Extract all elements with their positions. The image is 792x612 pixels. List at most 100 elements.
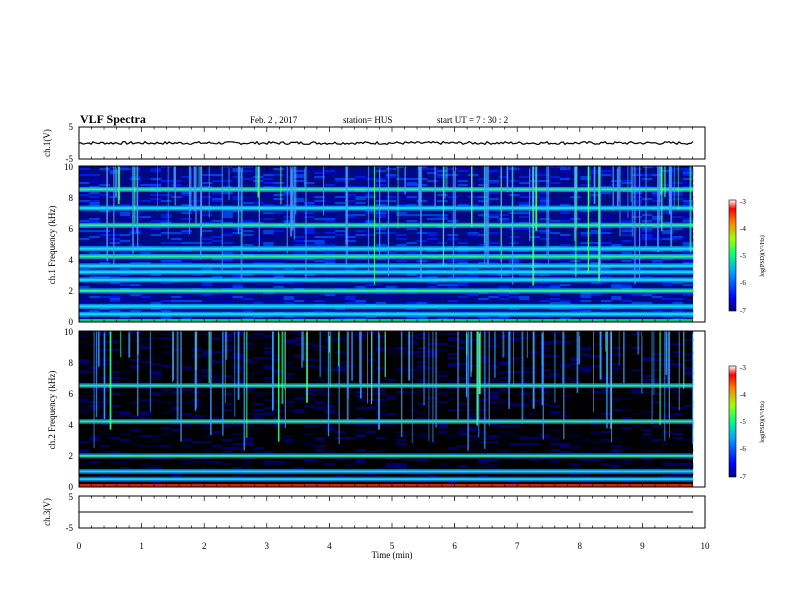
ch2-spec-background-cell [386, 351, 397, 354]
ch2-spec-background-cell [580, 451, 591, 454]
ch2-spec-background-cell [580, 395, 591, 398]
ch1-spec-background-cell [304, 238, 315, 241]
ch2-spec-background-cell [447, 369, 458, 372]
ch1-spec-background-cell [109, 276, 121, 279]
ch2-spec-background-cell [345, 353, 356, 356]
ch2-spec-background-cell [488, 459, 499, 462]
ch2-spec-background-cell [641, 459, 653, 462]
ch1-spec-background-cell [559, 212, 571, 215]
ch2-spec-background-cell [580, 369, 591, 372]
ch1-spec-background-cell [109, 196, 121, 199]
ch2-spec-background-cell [232, 447, 244, 450]
ch2-spec-background-cell [447, 481, 458, 484]
ch1-spec-background-cell [611, 298, 622, 301]
ch2-spec-background-cell [549, 413, 561, 416]
ch1-spec-background-cell [89, 274, 100, 277]
ch1-spec-background-cell [365, 184, 377, 187]
ch2-spec-band-core-3 [79, 420, 693, 423]
ch1-spec-background-cell [222, 192, 233, 195]
ch1-spec-background-cell [334, 230, 346, 233]
ch2-spec-background-cell [478, 409, 489, 412]
ch1-spec-background-cell [252, 216, 264, 219]
ch2-spec-background-cell [662, 461, 673, 464]
ch2-spec-sferic-streak [359, 331, 362, 399]
ch1-spec-background-cell [304, 274, 315, 277]
ch1-spec-background-cell [519, 242, 530, 245]
ch1-spec-background-cell [355, 300, 366, 303]
ch2-spec-background-cell [611, 395, 622, 398]
ch2-spec-background-cell [222, 375, 233, 378]
ch2-spec-background-cell [416, 333, 428, 336]
ch2-spec-background-cell [252, 425, 264, 428]
ch2-spec-background-cell [171, 391, 182, 394]
ch2-spec-background-cell [334, 431, 346, 434]
ch2-spec-background-cell [426, 349, 438, 352]
ch1-spec-background-cell [498, 232, 510, 235]
ch1-spec-background-cell [334, 308, 346, 311]
ch1-spec-background-cell [611, 258, 622, 261]
ch2-spec-background-cell [171, 473, 182, 476]
ch2-spec-background-cell [467, 417, 479, 420]
ch2-spec-sferic-streak [367, 331, 369, 404]
ch1-spec-background-cell [171, 184, 182, 187]
ch2-spec-background-cell [519, 363, 530, 366]
ch2-cb-tick-m7: -7 [740, 473, 746, 481]
ch2-spec-background-cell [447, 409, 458, 412]
ch1-spec-background-cell [682, 238, 694, 241]
ch2-spec-background-cell [631, 369, 643, 372]
ch2-spec-background-cell [488, 437, 499, 440]
ch2-spec-background-cell [488, 337, 499, 340]
ch2-spec-background-cell [519, 333, 530, 336]
ch2-spec-background-cell [222, 463, 233, 466]
ch1-spec-background-cell [406, 308, 417, 311]
ch2-spec-band-core-2 [79, 454, 693, 457]
ch1-spec-background-cell [631, 200, 643, 203]
ch1-spec-background-cell [426, 238, 438, 241]
ch1-spec-background-cell [662, 196, 673, 199]
ch1-spec-band-core-8 [79, 224, 693, 227]
ch2-spec-sferic-streak [180, 331, 182, 442]
ch1-spec-background-cell [109, 234, 121, 237]
ch2-spec-background-cell [191, 441, 203, 444]
ch2-spec-background-cell [345, 405, 356, 408]
ch1-spec-background-cell [263, 262, 274, 265]
ch1-spec-background-cell [447, 286, 458, 289]
ch1-spec-background-cell [222, 262, 233, 265]
ch2-spec-background-cell [345, 389, 356, 392]
ch2-spec-background-cell [426, 397, 438, 400]
x-tick-label-10: 10 [701, 541, 711, 551]
ch2-spec-background-cell [600, 447, 612, 450]
ch2-spec-background-cell [539, 403, 551, 406]
ch2-spec-background-cell [201, 407, 213, 410]
ch2-spec-background-cell [570, 451, 581, 454]
ch1-spec-background-cell [396, 166, 407, 169]
ch1-spec-background-cell [600, 284, 612, 287]
ch2-spec-background-cell [519, 441, 530, 444]
ch1-spec-background-cell [498, 286, 510, 289]
ch1-spec-background-cell [396, 234, 407, 237]
ch1-spec-background-cell [508, 310, 520, 313]
ch1-spec-background-cell [478, 200, 489, 203]
ch1-spec-background-cell [150, 284, 162, 287]
ch1-spec-background-cell [79, 174, 90, 177]
ch2-spec-background-cell [119, 433, 131, 436]
ch2-spec-background-cell [365, 359, 377, 362]
ch1-spec-background-cell [621, 296, 632, 299]
ch2-spec-background-cell [283, 441, 295, 444]
ch2-spec-background-cell [242, 389, 254, 392]
ch1-spec-background-cell [375, 302, 387, 305]
ch2-spec-background-cell [79, 365, 90, 368]
ch2-spec-background-cell [293, 381, 305, 384]
ch2-spec-background-cell [252, 347, 264, 350]
ch1-spec-background-cell [242, 166, 254, 169]
ch1-spec-background-cell [171, 296, 182, 299]
ch1-spec-sferic-streak [240, 166, 243, 281]
ch2-spec-background-cell [212, 431, 223, 434]
ch2-spec-background-cell [130, 429, 141, 432]
ch1-spec-background-cell [488, 294, 499, 297]
ch2-spec-background-cell [467, 365, 479, 368]
ch2-spec-background-cell [232, 415, 244, 418]
ch2-spec-background-cell [682, 401, 694, 404]
ch2-spec-background-cell [263, 351, 274, 354]
ch2-spec-background-cell [89, 331, 100, 334]
